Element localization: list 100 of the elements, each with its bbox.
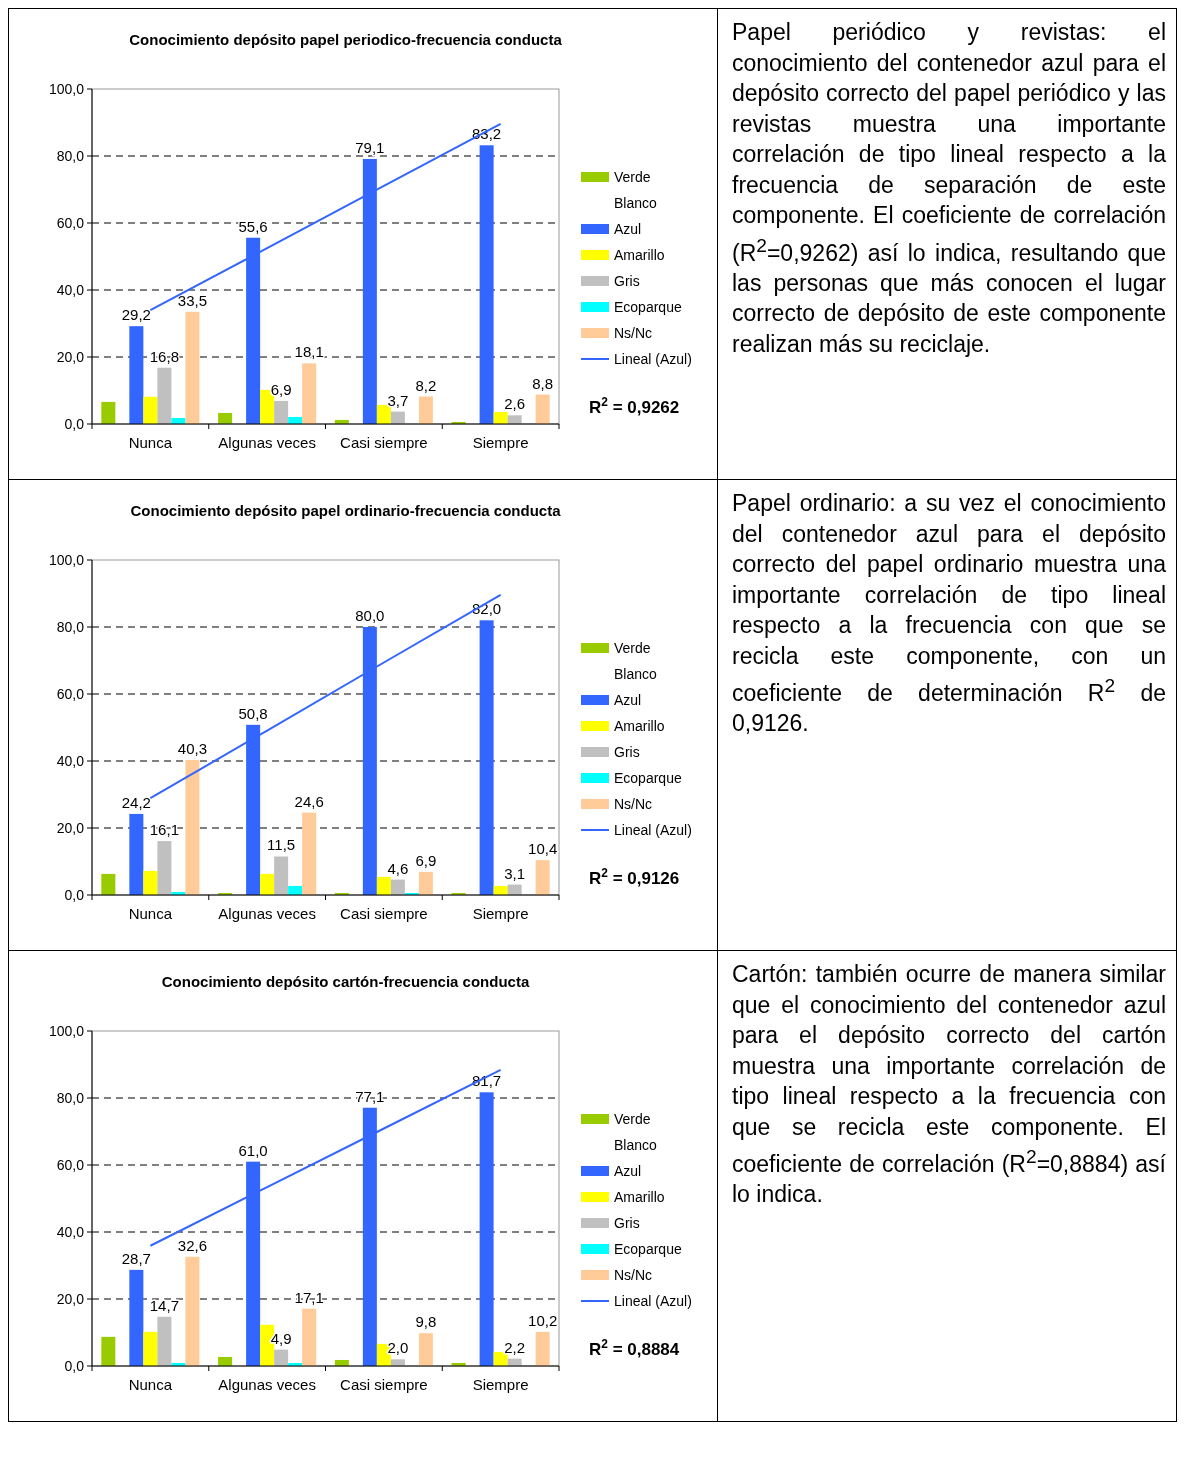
y-tick-label: 60,0 [56, 1156, 85, 1173]
bar [260, 873, 275, 895]
data-label: 14,7 [149, 1296, 179, 1314]
x-tick-label: Siempre [472, 1376, 529, 1393]
data-label: 8,2 [415, 376, 437, 394]
x-tick-label: Nunca [128, 434, 173, 451]
y-tick-label: 20,0 [56, 348, 85, 365]
y-tick-label: 80,0 [56, 618, 85, 635]
legend-label: Ns/Nc [614, 1266, 653, 1283]
data-label: 16,1 [149, 821, 179, 839]
bar [535, 860, 550, 895]
bar [418, 396, 433, 424]
bar [390, 879, 405, 895]
y-tick-label: 20,0 [56, 1290, 85, 1307]
data-label: 3,7 [387, 391, 409, 409]
bar [129, 813, 144, 895]
text: Blanco [614, 665, 658, 682]
data-label: 50,8 [238, 704, 268, 722]
bar [157, 367, 172, 424]
legend-label: Verde [614, 639, 651, 656]
x-tick-label: Casi siempre [340, 905, 428, 922]
bar [101, 401, 116, 424]
text: R$^{2}$ = 0,9262 [589, 395, 680, 417]
data-label: 4,6 [387, 859, 409, 877]
legend-label: Ecoparque [614, 1240, 682, 1257]
y-tick-label: 80,0 [56, 1089, 85, 1106]
y-tick-label: 40,0 [56, 1223, 85, 1240]
legend-label: Amarillo [614, 246, 665, 263]
y-tick-label: 40,0 [56, 281, 85, 298]
y-tick-label: 40,0 [56, 752, 85, 769]
data-label: 6,9 [270, 380, 292, 398]
legend-label: Azul [614, 691, 642, 708]
y-tick-label: 20,0 [56, 819, 85, 836]
bar [274, 1349, 289, 1366]
y-tick-label: 100,0 [48, 551, 85, 568]
bar [479, 145, 494, 424]
legend-label: Amarillo [614, 1188, 665, 1205]
data-label: 3,1 [504, 864, 526, 882]
x-tick-label: Casi siempre [340, 1376, 428, 1393]
bar [274, 400, 289, 424]
data-label: 40,3 [177, 739, 208, 757]
data-label: 28,7 [121, 1249, 151, 1267]
text: Blanco [614, 194, 658, 211]
x-tick-label: Nunca [128, 1376, 173, 1393]
bar [143, 870, 158, 895]
x-tick-label: Algunas veces [218, 434, 316, 451]
data-label: 17,1 [294, 1288, 324, 1306]
legend-label: Verde [614, 1110, 651, 1127]
bar [101, 1336, 116, 1366]
bar [302, 812, 317, 895]
bar [101, 873, 116, 895]
legend-label: Ns/Nc [614, 795, 653, 812]
data-label: 24,2 [121, 793, 151, 811]
data-label: 29,2 [121, 306, 151, 324]
data-label: 10,2 [528, 1311, 558, 1329]
legend-label: Lineal (Azul) [614, 1292, 692, 1309]
text: R$^{2}$ = 0,9126 [589, 866, 680, 888]
x-tick-label: Algunas veces [218, 905, 316, 922]
legend-label: Verde [614, 168, 651, 185]
bar [376, 876, 391, 895]
legend-label: Ecoparque [614, 298, 682, 315]
data-label: 10,4 [528, 840, 558, 858]
data-label: 8,8 [532, 374, 554, 392]
legend-label: Azul [614, 220, 642, 237]
chart-title: Conocimiento depósito papel periodico-frecuencia conducta [129, 31, 563, 48]
data-label: 9,8 [415, 1313, 437, 1331]
y-tick-label: 100,0 [48, 80, 85, 97]
data-label: 11,5 [267, 836, 296, 854]
bar [157, 841, 172, 895]
legend-label: Lineal (Azul) [614, 350, 692, 367]
bar [143, 1331, 158, 1366]
bar [185, 760, 200, 895]
legend-label: Amarillo [614, 717, 665, 734]
y-tick-label: 0,0 [64, 886, 85, 903]
bar [479, 620, 494, 895]
data-label: 2,2 [504, 1338, 526, 1356]
legend-label: Gris [614, 1214, 640, 1231]
bar [129, 1269, 144, 1366]
bar [218, 412, 233, 424]
text: Cartón: también ocurre de manera similar que el conocimiento del contenedor azul para el depósito correcto del cartón muestra una importante correlación de tipo lineal respecto a la frecuencia con que se recicla este componente. El coeficiente de correlación (R$^{2}$=0,8884) así lo indica. [732, 961, 1166, 1208]
y-tick-label: 0,0 [64, 1357, 85, 1374]
bar [535, 1331, 550, 1366]
legend-label: Gris [614, 272, 640, 289]
y-tick-label: 60,0 [56, 685, 85, 702]
bar [185, 311, 200, 424]
x-tick-label: Siempre [472, 905, 529, 922]
text: R$^{2}$ = 0,8884 [589, 1337, 680, 1359]
bar [143, 396, 158, 424]
x-tick-label: Casi siempre [340, 434, 428, 451]
text: Blanco [614, 1136, 658, 1153]
data-label: 80,0 [355, 607, 385, 624]
y-tick-label: 100,0 [48, 1022, 85, 1039]
bar [185, 1256, 200, 1366]
text: Papel ordinario: a su vez el conocimiento del contenedor azul para el depósito correcto del papel ordinario muestra una importante correlación de tipo lineal respecto a la frecuencia con que se recicla este componente, con un coeficiente de determinación R$^{2}$ de 0,9126. [732, 490, 1166, 737]
chart-title: Conocimiento depósito cartón-frecuencia conducta [161, 973, 530, 990]
data-label: 32,6 [177, 1236, 208, 1254]
data-label: 33,5 [177, 291, 208, 309]
data-label: 6,9 [415, 851, 437, 869]
bar [493, 411, 508, 424]
data-label: 79,1 [355, 139, 385, 157]
